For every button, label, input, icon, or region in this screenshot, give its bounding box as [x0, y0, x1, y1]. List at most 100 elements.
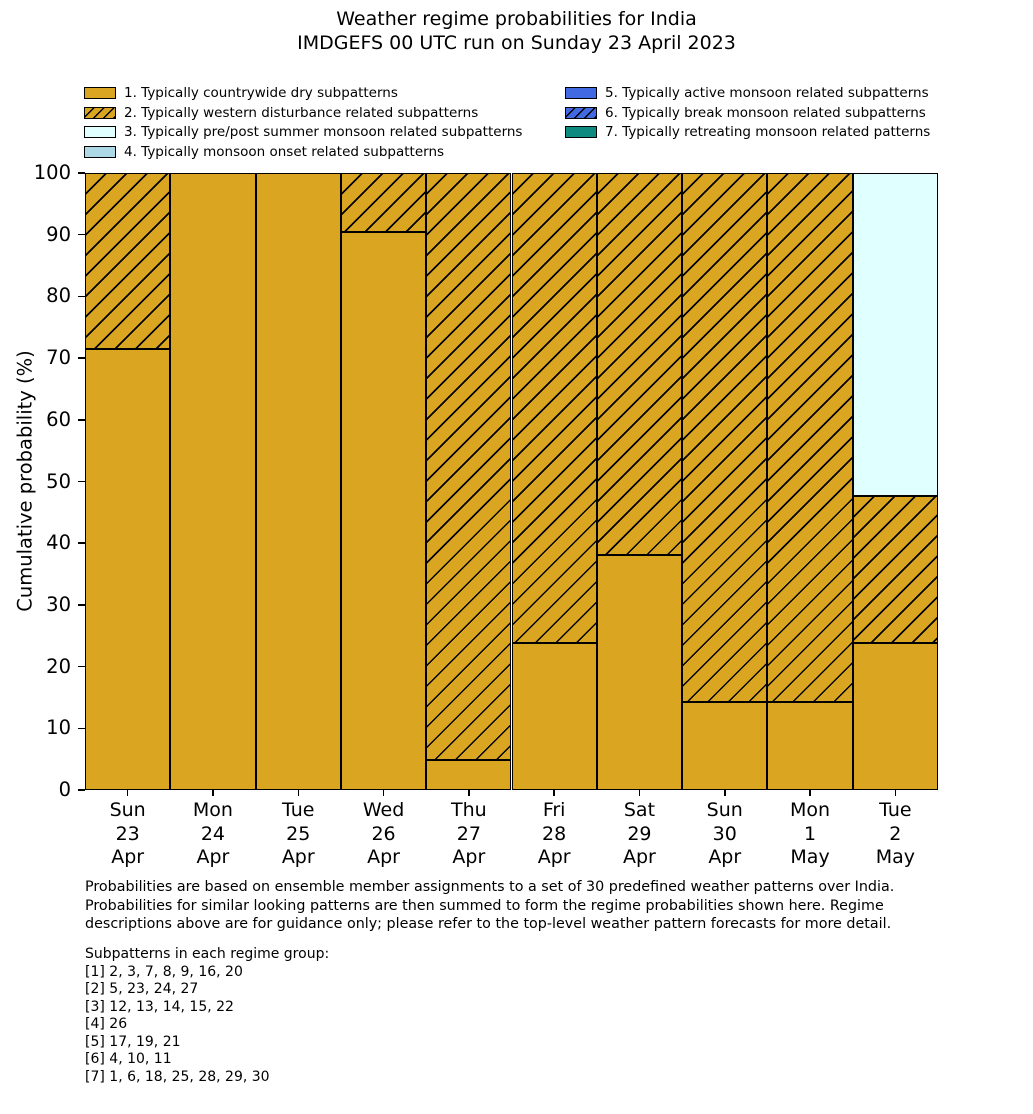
stacked-bar — [170, 173, 256, 790]
stacked-bar — [340, 173, 427, 790]
legend-item-label: 2. Typically western disturbance related… — [124, 104, 479, 121]
subpatterns-line: [2] 5, 23, 24, 27 — [85, 981, 199, 997]
legend-item: 4. Typically monsoon onset related subpa… — [84, 142, 565, 162]
subpatterns-block: Subpatterns in each regime group: [1] 2,… — [85, 946, 329, 1086]
y-tick-mark — [78, 233, 85, 236]
x-tick-label-line: Mon — [790, 799, 831, 821]
color-swatch-icon — [84, 86, 116, 99]
x-tick-label-line: Apr — [452, 846, 486, 868]
x-tick-label-line: 23 — [115, 822, 140, 845]
x-tick-label: Mon 24 Apr — [163, 799, 263, 870]
x-tick-label: Sun 30 Apr — [675, 799, 775, 870]
y-tick-mark — [78, 665, 85, 668]
x-tick-mark — [894, 790, 897, 796]
x-tick-mark — [638, 790, 641, 796]
legend-column: 1. Typically countrywide dry subpatterns… — [84, 83, 565, 162]
x-tick-label-line: 29 — [627, 822, 652, 845]
x-tick-label-line: Sun — [706, 799, 743, 821]
y-axis-label: Cumulative probability (%) — [13, 350, 37, 612]
plot-area — [85, 173, 938, 790]
x-tick-mark — [297, 790, 299, 796]
bar-segment — [340, 173, 427, 232]
y-tick-label: 30 — [46, 592, 71, 616]
bar-segment — [767, 701, 853, 790]
x-tick-label-line: Apr — [537, 846, 571, 868]
x-tick-label-line: Apr — [367, 846, 400, 868]
bar-segment — [426, 173, 512, 761]
legend-item-label: 4. Typically monsoon onset related subpa… — [124, 143, 445, 160]
color-swatch-icon — [84, 126, 116, 139]
y-tick-label: 10 — [46, 716, 71, 740]
chart-title-line2: IMDGEFS 00 UTC run on Sunday 23 April 20… — [297, 32, 736, 54]
x-tick-label: Tue 2 May — [845, 799, 945, 870]
y-tick-mark — [78, 789, 85, 791]
bar-segment — [85, 173, 171, 350]
x-tick-label: Tue 25 Apr — [248, 799, 348, 870]
stacked-bar — [767, 173, 853, 790]
legend-item: 1. Typically countrywide dry subpatterns — [84, 83, 565, 103]
stacked-bar — [85, 173, 171, 790]
legend-item: 6. Typically break monsoon related subpa… — [565, 103, 930, 123]
x-tick-label-line: Sun — [109, 799, 146, 821]
x-tick-label-line: 1 — [804, 822, 817, 845]
bar-segment — [596, 173, 683, 555]
y-tick-label: 70 — [46, 346, 71, 370]
y-tick-mark — [78, 295, 85, 298]
x-tick-label: Thu 27 Apr — [419, 799, 519, 870]
y-tick-label: 100 — [33, 161, 71, 184]
hatched-swatch-icon — [84, 106, 116, 119]
y-tick-mark — [78, 604, 85, 606]
x-tick-label-line: Apr — [623, 846, 656, 868]
legend-item-label: 7. Typically retreating monsoon related … — [605, 124, 931, 141]
hatched-swatch-icon — [565, 106, 597, 119]
x-tick-label-line: 26 — [371, 822, 396, 845]
x-tick-label-line: Fri — [542, 799, 566, 821]
y-tick-mark — [78, 172, 85, 174]
chart-title-line1: Weather regime probabilities for India — [336, 8, 697, 30]
x-tick-mark — [724, 790, 726, 796]
bar-segment — [852, 173, 938, 497]
subpatterns-line: [3] 12, 13, 14, 15, 22 — [85, 998, 234, 1015]
x-tick-label: Wed 26 Apr — [334, 799, 434, 870]
x-tick-label-line: 2 — [889, 822, 902, 845]
x-tick-label-line: 30 — [712, 822, 737, 845]
subpatterns-line: [7] 1, 6, 18, 25, 28, 29, 30 — [85, 1068, 270, 1085]
bar-segment — [255, 173, 341, 790]
x-tick-mark — [382, 790, 385, 796]
bar-segment — [85, 349, 171, 790]
footer-paragraph: Probabilities are based on ensemble memb… — [85, 878, 894, 934]
x-tick-label-line: Tue — [282, 799, 315, 821]
x-tick-label-line: Sat — [623, 799, 656, 821]
y-tick-label: 50 — [46, 469, 71, 493]
x-tick-label-line: 24 — [200, 822, 226, 845]
stacked-bar — [852, 173, 938, 790]
footer-line: Probabilities are based on ensemble memb… — [85, 879, 895, 895]
bar-segment — [511, 173, 597, 644]
x-tick-label-line: 25 — [286, 822, 311, 845]
x-tick-label-line: Tue — [879, 799, 912, 821]
legend-item: 2. Typically western disturbance related… — [84, 103, 565, 123]
x-tick-mark — [553, 790, 555, 796]
footer-line: descriptions above are for guidance only… — [85, 916, 892, 933]
subpatterns-line: [1] 2, 3, 7, 8, 9, 16, 20 — [85, 963, 243, 980]
bar-segment — [511, 643, 597, 790]
x-tick-label: Mon 1 May — [760, 799, 860, 870]
stacked-bar — [255, 173, 341, 790]
subpatterns-line: [6] 4, 10, 11 — [85, 1051, 172, 1067]
y-tick-label: 80 — [46, 284, 71, 308]
legend-item: 7. Typically retreating monsoon related … — [565, 122, 930, 142]
subpatterns-header: Subpatterns in each regime group: — [85, 946, 330, 962]
x-tick-label-line: Mon — [192, 799, 233, 821]
x-axis: Sun 23 Apr Mon 24 Apr Tue 25 Apr Wed 26 Apr Thu 27 Apr… — [85, 790, 938, 885]
x-tick-label: Fri 28 Apr — [504, 799, 604, 870]
x-tick-mark — [468, 790, 470, 796]
x-tick-label-line: Thu — [450, 799, 487, 821]
color-swatch-icon — [565, 86, 597, 99]
x-tick-label-line: Apr — [196, 846, 230, 868]
stacked-bar — [682, 173, 768, 790]
legend-item-label: 6. Typically break monsoon related subpa… — [605, 104, 926, 121]
y-tick-label: 90 — [46, 222, 71, 246]
legend-item-label: 3. Typically pre/post summer monsoon rel… — [124, 124, 523, 141]
stacked-bar — [511, 173, 597, 790]
